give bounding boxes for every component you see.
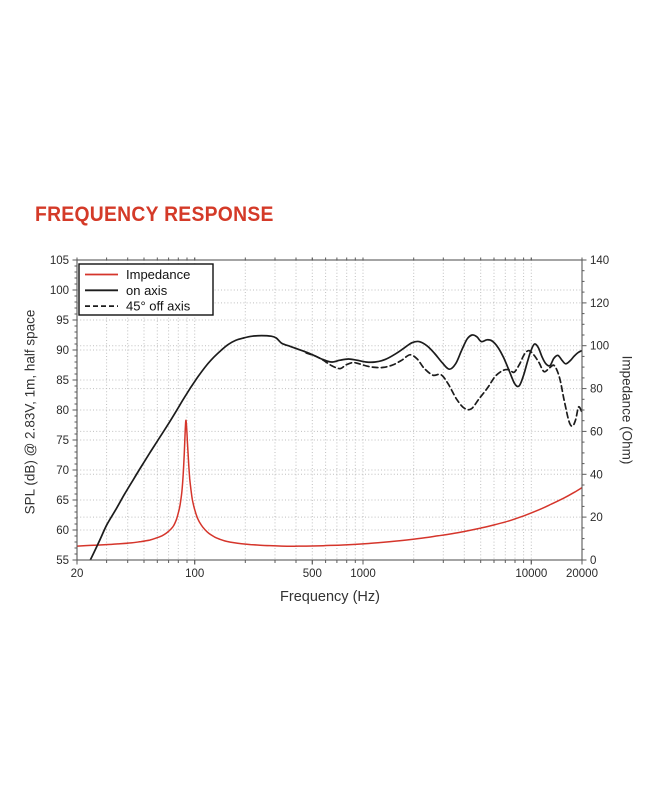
y-axis-left-label: SPL (dB) @ 2.83V, 1m, half space	[22, 309, 38, 515]
legend-entry-label: Impedance	[126, 267, 190, 282]
tick-label: 60	[56, 525, 69, 537]
plot-frame	[76, 259, 583, 561]
impedance-curve	[77, 419, 582, 547]
tick-label: 120	[590, 298, 609, 310]
tick-label: 80	[590, 384, 603, 396]
tick-label: 75	[56, 435, 69, 447]
frequency-response-chart: 20 100 500 1000 10000 20000556065707580859095…	[50, 255, 609, 580]
tick-label: 80	[56, 405, 69, 417]
tick-label: 20000	[566, 568, 598, 580]
tick-label: 100	[590, 341, 609, 353]
legend-entry-label: 45° off axis	[126, 299, 191, 314]
tick-label: 60	[590, 426, 603, 438]
tick-label: 20	[71, 568, 84, 580]
tick-label: 100	[185, 568, 204, 580]
x-axis-label: Frequency (Hz)	[280, 589, 380, 605]
tick-label: 140	[590, 255, 609, 267]
tick-label: 500	[303, 568, 322, 580]
tick-label: 105	[50, 255, 69, 267]
on-axis-curve	[89, 334, 582, 560]
legend-entry-label: on axis	[126, 283, 168, 298]
off-axis-45-curve	[305, 349, 582, 428]
tick-label: 40	[590, 469, 603, 481]
tick-label: 0	[590, 555, 596, 567]
tick-label: 1000	[350, 568, 376, 580]
tick-label: 10000	[515, 568, 547, 580]
page-title: FREQUENCY RESPONSE	[35, 203, 274, 226]
tick-label: 70	[56, 465, 69, 477]
tick-labels: 20 100 500 1000 10000 20000556065707580859095…	[50, 255, 609, 580]
tick-label: 65	[56, 495, 69, 507]
tick-label: 55	[56, 555, 69, 567]
tick-label: 85	[56, 375, 69, 387]
y-axis-right-label: Impedance (Ohm)	[619, 355, 635, 465]
tick-label: 90	[56, 345, 69, 357]
tick-label: 20	[590, 512, 603, 524]
tick-label: 95	[56, 315, 69, 327]
gridlines	[77, 260, 582, 560]
tick-label: 100	[50, 285, 69, 297]
